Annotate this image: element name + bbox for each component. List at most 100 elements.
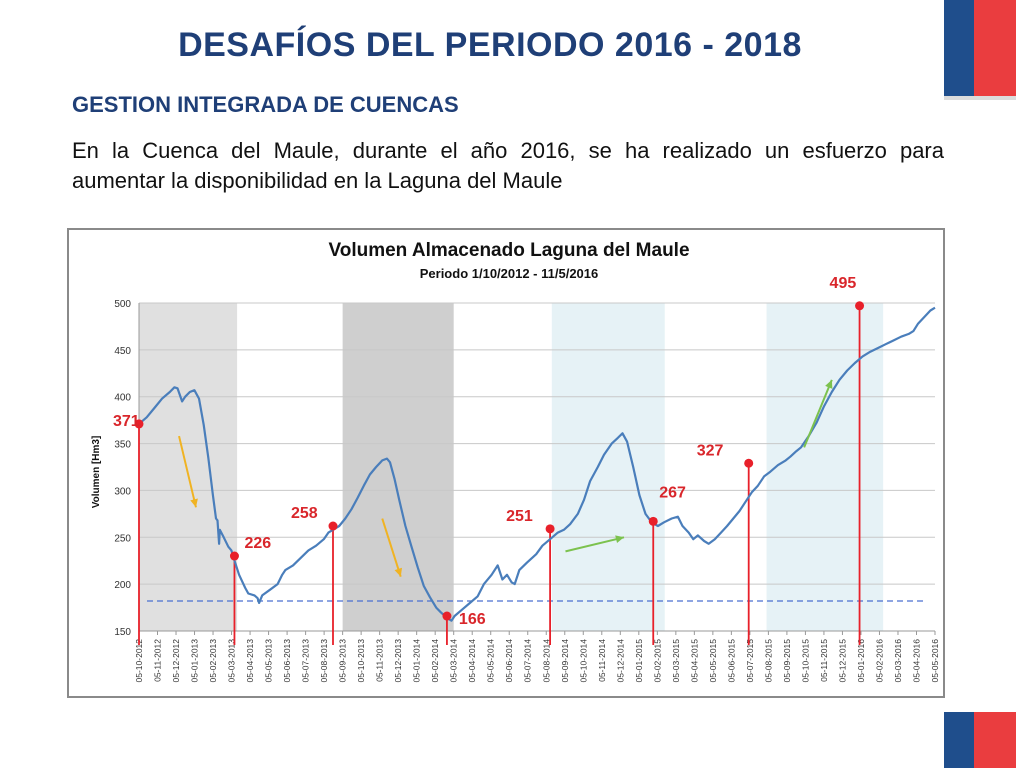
- marker-stems: [138, 305, 861, 645]
- data-label: 371: [113, 413, 140, 430]
- trend-arrow-shaft: [803, 379, 833, 448]
- x-tick-label: 05-08-2013: [319, 639, 329, 683]
- x-tick-label: 05-04-2014: [467, 639, 477, 683]
- flag-top-decoration: [944, 0, 1016, 100]
- y-tick-label: 300: [114, 486, 131, 497]
- trend-arrows: [178, 379, 833, 577]
- trend-arrow-head: [190, 498, 198, 508]
- x-tick-label: 05-08-2015: [763, 639, 773, 683]
- trend-arrow-shaft: [178, 435, 197, 508]
- data-label: 226: [244, 535, 271, 552]
- flag-red-band: [974, 712, 1016, 768]
- trend-arrow-shaft: [565, 536, 625, 553]
- trend-arrow: [803, 379, 833, 448]
- x-tick-label: 05-11-2012: [153, 639, 163, 682]
- x-tick-label: 05-05-2014: [486, 639, 496, 683]
- flag-red-band: [974, 0, 1016, 96]
- x-tick-label: 05-04-2015: [689, 639, 699, 683]
- flag-blue-band: [944, 0, 974, 96]
- flag-bottom-decoration: [944, 712, 1016, 768]
- x-tick-label: 05-02-2016: [874, 639, 884, 683]
- flag-blue-band: [944, 712, 974, 768]
- x-tick-label: 05-03-2015: [671, 639, 681, 683]
- volume-chart: 150 200 250 300 350 400 450 500 05-10-2012 05-11-…: [91, 240, 940, 682]
- annotation-labels: 371 226 258 166 251 267 327 495: [113, 275, 856, 628]
- slide-body-text: En la Cuenca del Maule, durante el año 2…: [72, 138, 944, 193]
- y-tick-label: 350: [114, 440, 131, 451]
- x-tick-label: 05-10-2013: [356, 639, 366, 683]
- x-tick-label: 05-11-2015: [819, 639, 829, 682]
- data-label: 258: [291, 505, 318, 522]
- data-label: 495: [830, 275, 857, 292]
- slide-title: DESAFÍOS DEL PERIODO 2016 - 2018: [178, 26, 802, 64]
- shaded-period: [551, 303, 665, 631]
- y-tick-label: 500: [114, 299, 131, 310]
- trend-arrow-head: [394, 567, 403, 577]
- series-line-volume: [138, 306, 936, 622]
- x-tick-label: 05-04-2013: [245, 639, 255, 683]
- series-group: [138, 306, 936, 622]
- data-label: 251: [506, 508, 533, 525]
- x-tick-label: 05-12-2014: [615, 639, 625, 683]
- x-tick-label: 05-12-2015: [837, 639, 847, 683]
- tick-labels: 150 200 250 300 350 400 450 500 05-10-2012 05-11-…: [114, 299, 940, 682]
- x-tick-label: 05-07-2014: [523, 639, 533, 683]
- x-tick-label: 05-07-2013: [301, 639, 311, 683]
- data-label: 267: [659, 484, 686, 501]
- shaded-periods: [139, 303, 884, 631]
- x-tick-label: 05-11-2013: [375, 639, 385, 682]
- x-tick-label: 05-06-2015: [726, 639, 736, 683]
- x-tick-label: 05-01-2015: [634, 639, 644, 683]
- data-marker: [545, 524, 555, 534]
- x-tick-label: 05-05-2016: [930, 639, 940, 683]
- data-marker: [442, 611, 452, 621]
- y-tick-label: 250: [114, 533, 131, 544]
- slide-subtitle: GESTION INTEGRADA DE CUENCAS: [72, 92, 459, 117]
- x-tick-label: 05-05-2013: [264, 639, 274, 683]
- x-tick-label: 05-01-2016: [856, 639, 866, 683]
- trend-arrow: [381, 518, 403, 577]
- data-marker: [328, 521, 338, 531]
- y-tick-label: 200: [114, 580, 131, 591]
- chart-frame: 150 200 250 300 350 400 450 500 05-10-2012 05-11-…: [67, 228, 945, 698]
- trend-arrow-shaft: [381, 518, 402, 577]
- trend-arrow: [565, 535, 625, 553]
- y-tick-label: 400: [114, 393, 131, 404]
- x-tick-label: 05-11-2014: [597, 639, 607, 682]
- data-marker: [229, 551, 239, 561]
- x-tick-label: 05-03-2013: [227, 639, 237, 683]
- x-tick-label: 05-06-2013: [282, 639, 292, 683]
- shaded-period: [139, 303, 238, 631]
- shaded-period: [342, 303, 454, 631]
- x-tick-label: 05-08-2014: [541, 639, 551, 683]
- x-tick-label: 05-02-2013: [208, 639, 218, 683]
- x-tick-label: 05-02-2014: [430, 639, 440, 683]
- x-tick-label: 05-05-2015: [708, 639, 718, 683]
- x-tick-label: 05-03-2016: [893, 639, 903, 683]
- x-tick-label: 05-09-2015: [782, 639, 792, 683]
- flag-shadow: [944, 96, 1016, 100]
- x-tick-label: 05-03-2014: [449, 639, 459, 683]
- data-label: 327: [697, 442, 724, 459]
- shaded-period: [766, 303, 884, 631]
- x-tick-label: 05-07-2015: [745, 639, 755, 683]
- x-tick-label: 05-10-2012: [134, 639, 144, 683]
- y-tick-label: 450: [114, 346, 131, 357]
- trend-arrow: [178, 435, 198, 508]
- trend-arrow-head: [615, 535, 624, 543]
- data-label: 166: [459, 611, 486, 628]
- x-tick-label: 05-01-2013: [190, 639, 200, 683]
- x-tick-label: 05-04-2016: [911, 639, 921, 683]
- x-tick-label: 05-01-2014: [412, 639, 422, 683]
- y-axis-label: Volumen [Hm3]: [91, 436, 102, 509]
- markers: [134, 301, 865, 621]
- x-tick-label: 05-06-2014: [504, 639, 514, 683]
- data-marker: [744, 458, 754, 468]
- x-tick-label: 05-12-2012: [171, 639, 181, 683]
- x-tick-label: 05-10-2015: [800, 639, 810, 683]
- data-marker: [855, 301, 865, 311]
- x-tick-label: 05-10-2014: [578, 639, 588, 683]
- chart-subtitle: Periodo 1/10/2012 - 11/5/2016: [420, 266, 599, 281]
- data-marker: [648, 516, 658, 526]
- data-marker: [134, 419, 144, 429]
